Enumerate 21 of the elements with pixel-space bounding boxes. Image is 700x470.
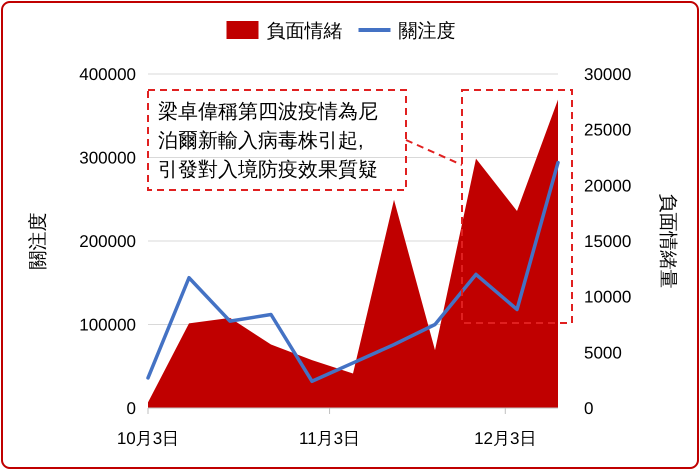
y2-tick-label: 15000 <box>584 232 632 251</box>
x-tick-label: 12月3日 <box>474 429 536 448</box>
y-tick-label: 0 <box>126 399 136 418</box>
y2-tick-label: 25000 <box>584 120 632 140</box>
y-axis-title: 關注度 <box>27 212 49 270</box>
x-tick-label: 11月3日 <box>299 429 360 448</box>
legend-label: 負面情緒 <box>266 21 342 42</box>
y2-tick-label: 10000 <box>584 288 632 307</box>
annotation: 梁卓偉稱第四波疫情為尼泊爾新輸入病毒株引起,引發對入境防疫效果質疑 <box>158 101 378 181</box>
y-tick-label: 100000 <box>79 316 136 334</box>
y2-tick-label: 20000 <box>584 176 632 196</box>
x-tick-label: 10月3日 <box>116 429 180 448</box>
y2-tick-label: 30000 <box>584 65 632 84</box>
y-tick-label: 200000 <box>79 232 136 251</box>
y-tick-label: 300000 <box>79 148 136 168</box>
y2-axis-title: 負面情緒量 <box>657 194 678 288</box>
y2-tick-label: 5000 <box>584 343 622 362</box>
line-series <box>146 160 560 384</box>
y2-tick-label: 0 <box>584 399 594 418</box>
legend-label: 關注度 <box>398 20 456 42</box>
y-tick-label: 400000 <box>79 65 136 84</box>
